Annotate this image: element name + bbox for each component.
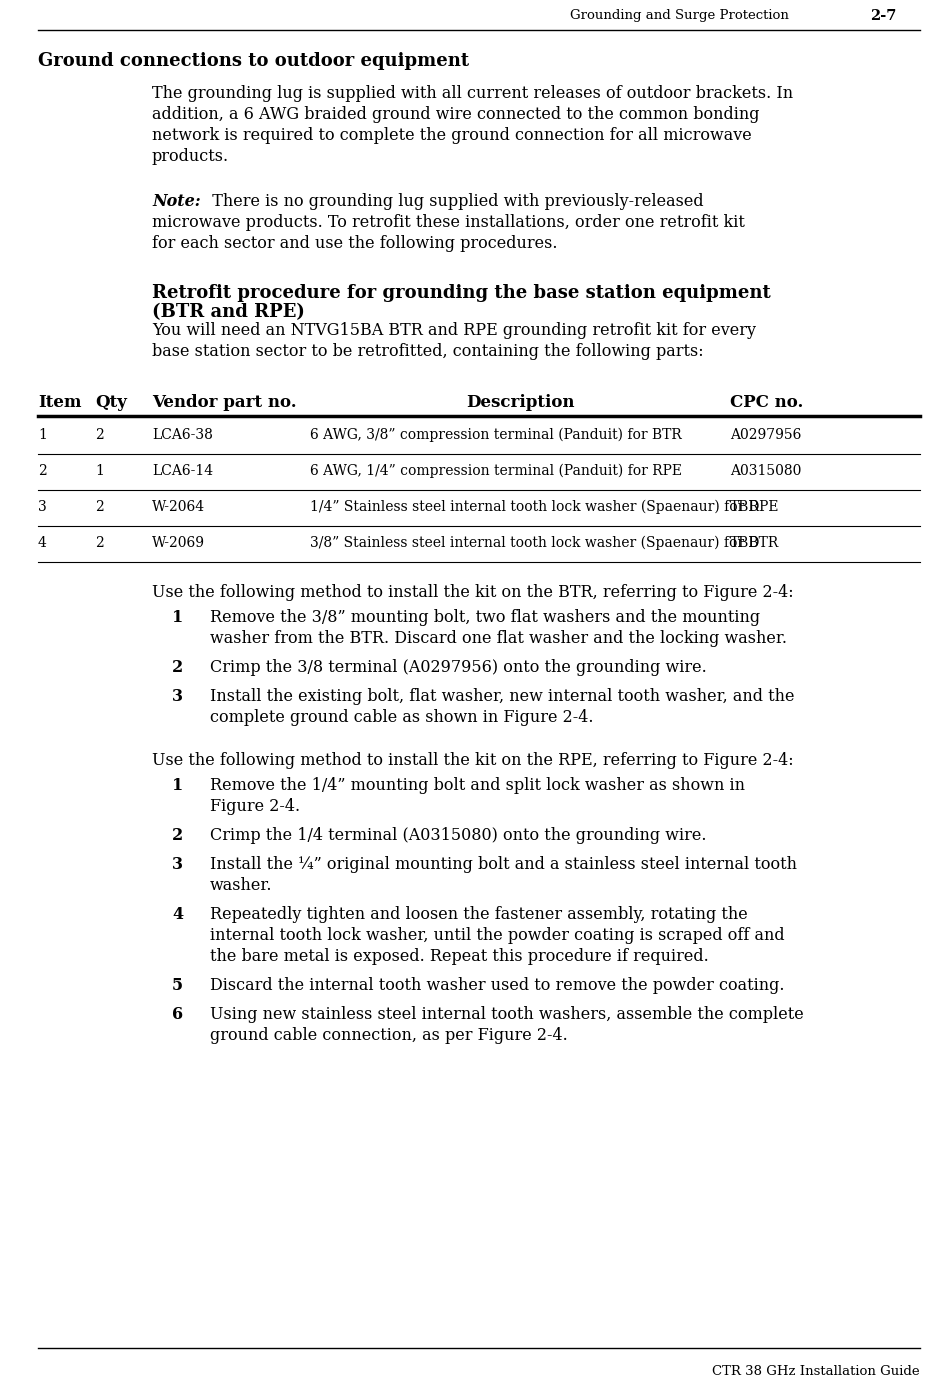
Text: Retrofit procedure for grounding the base station equipment: Retrofit procedure for grounding the bas… (152, 284, 771, 302)
Text: 2: 2 (172, 659, 183, 676)
Text: 5: 5 (172, 976, 183, 994)
Text: CPC no.: CPC no. (730, 394, 803, 411)
Text: 1: 1 (172, 610, 183, 626)
Text: Remove the 3/8” mounting bolt, two flat washers and the mounting: Remove the 3/8” mounting bolt, two flat … (210, 610, 760, 626)
Text: LCA6-38: LCA6-38 (152, 427, 213, 443)
Text: Discard the internal tooth washer used to remove the powder coating.: Discard the internal tooth washer used t… (210, 976, 784, 994)
Text: W-2069: W-2069 (152, 536, 205, 550)
Text: 6: 6 (172, 1007, 183, 1023)
Text: Install the ¼” original mounting bolt and a stainless steel internal tooth: Install the ¼” original mounting bolt an… (210, 856, 797, 873)
Text: microwave products. To retrofit these installations, order one retrofit kit: microwave products. To retrofit these in… (152, 214, 744, 232)
Text: washer from the BTR. Discard one flat washer and the locking washer.: washer from the BTR. Discard one flat wa… (210, 630, 787, 647)
Text: 3: 3 (38, 501, 47, 514)
Text: addition, a 6 AWG braided ground wire connected to the common bonding: addition, a 6 AWG braided ground wire co… (152, 106, 760, 123)
Text: network is required to complete the ground connection for all microwave: network is required to complete the grou… (152, 127, 752, 143)
Text: 2: 2 (95, 501, 104, 514)
Text: A0315080: A0315080 (730, 463, 802, 479)
Text: 2: 2 (95, 427, 104, 443)
Text: 2: 2 (38, 463, 47, 479)
Text: There is no grounding lug supplied with previously-released: There is no grounding lug supplied with … (202, 193, 704, 210)
Text: Description: Description (466, 394, 574, 411)
Text: 6 AWG, 3/8” compression terminal (Panduit) for BTR: 6 AWG, 3/8” compression terminal (Pandui… (310, 427, 682, 443)
Text: Crimp the 1/4 terminal (A0315080) onto the grounding wire.: Crimp the 1/4 terminal (A0315080) onto t… (210, 827, 706, 844)
Text: internal tooth lock washer, until the powder coating is scraped off and: internal tooth lock washer, until the po… (210, 927, 784, 945)
Text: 3/8” Stainless steel internal tooth lock washer (Spaenaur) for BTR: 3/8” Stainless steel internal tooth lock… (310, 536, 778, 550)
Text: Use the following method to install the kit on the BTR, referring to Figure 2-4:: Use the following method to install the … (152, 583, 794, 601)
Text: LCA6-14: LCA6-14 (152, 463, 213, 479)
Text: 6 AWG, 1/4” compression terminal (Panduit) for RPE: 6 AWG, 1/4” compression terminal (Pandui… (310, 463, 682, 479)
Text: Note:: Note: (152, 193, 201, 210)
Text: 1: 1 (172, 776, 183, 794)
Text: Crimp the 3/8 terminal (A0297956) onto the grounding wire.: Crimp the 3/8 terminal (A0297956) onto t… (210, 659, 706, 676)
Text: 1: 1 (95, 463, 104, 479)
Text: Item: Item (38, 394, 82, 411)
Text: W-2064: W-2064 (152, 501, 205, 514)
Text: 2-7: 2-7 (870, 10, 897, 23)
Text: ground cable connection, as per Figure 2-4.: ground cable connection, as per Figure 2… (210, 1027, 567, 1044)
Text: for each sector and use the following procedures.: for each sector and use the following pr… (152, 234, 558, 252)
Text: Using new stainless steel internal tooth washers, assemble the complete: Using new stainless steel internal tooth… (210, 1007, 803, 1023)
Text: 3: 3 (172, 688, 183, 705)
Text: 4: 4 (172, 906, 183, 923)
Text: 3: 3 (172, 856, 183, 873)
Text: the bare metal is exposed. Repeat this procedure if required.: the bare metal is exposed. Repeat this p… (210, 947, 708, 965)
Text: Repeatedly tighten and loosen the fastener assembly, rotating the: Repeatedly tighten and loosen the fasten… (210, 906, 747, 923)
Text: Use the following method to install the kit on the RPE, referring to Figure 2-4:: Use the following method to install the … (152, 752, 794, 769)
Text: Install the existing bolt, flat washer, new internal tooth washer, and the: Install the existing bolt, flat washer, … (210, 688, 795, 705)
Text: Grounding and Surge Protection: Grounding and Surge Protection (570, 10, 789, 22)
Text: TBD: TBD (730, 501, 761, 514)
Text: 1/4” Stainless steel internal tooth lock washer (Spaenaur) for RPE: 1/4” Stainless steel internal tooth lock… (310, 501, 779, 514)
Text: 2: 2 (172, 827, 183, 844)
Text: CTR 38 GHz Installation Guide: CTR 38 GHz Installation Guide (712, 1365, 920, 1378)
Text: 1: 1 (38, 427, 47, 443)
Text: (BTR and RPE): (BTR and RPE) (152, 303, 305, 321)
Text: Figure 2-4.: Figure 2-4. (210, 798, 300, 815)
Text: Qty: Qty (95, 394, 127, 411)
Text: The grounding lug is supplied with all current releases of outdoor brackets. In: The grounding lug is supplied with all c… (152, 85, 793, 102)
Text: Ground connections to outdoor equipment: Ground connections to outdoor equipment (38, 52, 469, 70)
Text: 2: 2 (95, 536, 104, 550)
Text: You will need an NTVG15BA BTR and RPE grounding retrofit kit for every: You will need an NTVG15BA BTR and RPE gr… (152, 323, 756, 339)
Text: products.: products. (152, 148, 229, 165)
Text: Vendor part no.: Vendor part no. (152, 394, 297, 411)
Text: base station sector to be retrofitted, containing the following parts:: base station sector to be retrofitted, c… (152, 343, 704, 360)
Text: TBD: TBD (730, 536, 761, 550)
Text: Remove the 1/4” mounting bolt and split lock washer as shown in: Remove the 1/4” mounting bolt and split … (210, 776, 745, 794)
Text: A0297956: A0297956 (730, 427, 802, 443)
Text: complete ground cable as shown in Figure 2-4.: complete ground cable as shown in Figure… (210, 709, 593, 725)
Text: 4: 4 (38, 536, 47, 550)
Text: washer.: washer. (210, 877, 272, 894)
